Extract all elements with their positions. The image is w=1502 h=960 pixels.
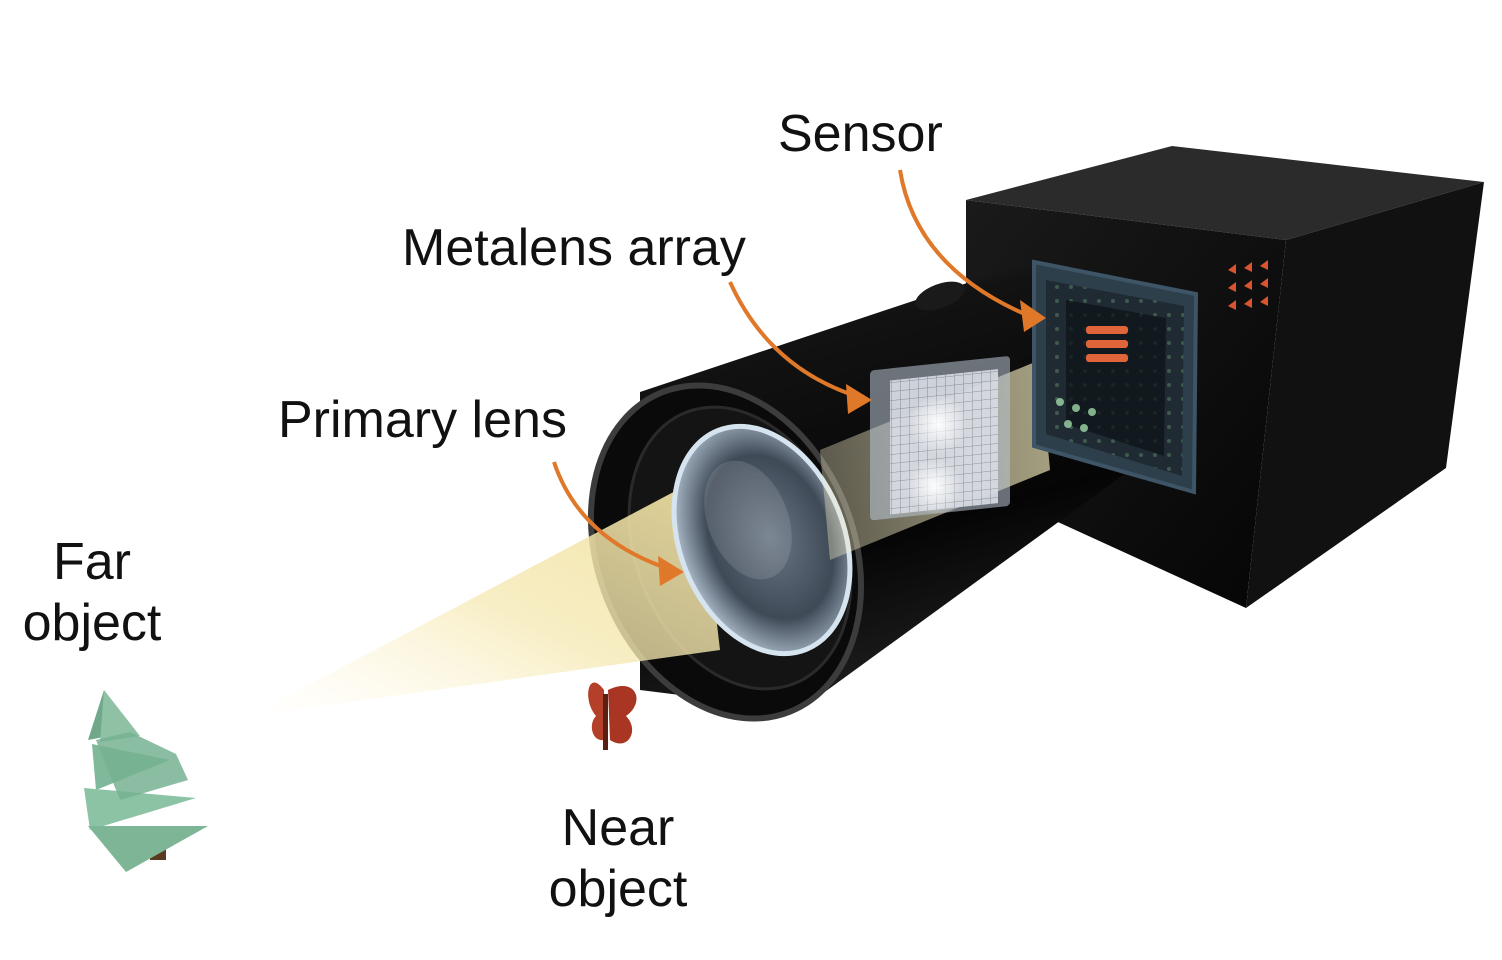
image-sensor (1032, 259, 1199, 495)
metalens-arrowhead (846, 384, 872, 414)
label-metalens-array: Metalens array (402, 219, 746, 277)
label-near-object-line2: object (548, 860, 688, 919)
primary-lens-arrow (552, 461, 673, 572)
label-far-object-line1: Far (53, 533, 131, 591)
sensor-output-thumbnails (1228, 260, 1268, 310)
label-sensor: Sensor (778, 105, 943, 163)
primary-lens (671, 423, 853, 657)
primary-lens-arrowhead (658, 556, 684, 586)
light-beam-incoming (250, 478, 720, 716)
sensor-butterfly-images (1086, 326, 1128, 362)
label-far-object: Far object (0, 532, 184, 655)
sensor-arrow (898, 169, 1035, 320)
label-near-object-line1: Near (561, 799, 675, 857)
label-primary-lens: Primary lens (278, 391, 567, 449)
far-object-tree (84, 690, 208, 872)
metalens-array (870, 356, 1010, 521)
label-far-object-line2: object (22, 594, 162, 653)
camera-box-side (1246, 182, 1484, 608)
sensor-tree-images (1056, 398, 1096, 432)
label-near-object: Near object (528, 798, 708, 921)
sensor-arrowhead (1020, 300, 1046, 332)
metalens-arrow (728, 281, 863, 400)
barrel-ring (915, 281, 965, 311)
near-object-butterfly (588, 682, 637, 750)
camera-box-top (966, 146, 1484, 240)
callout-arrows (552, 169, 1035, 572)
